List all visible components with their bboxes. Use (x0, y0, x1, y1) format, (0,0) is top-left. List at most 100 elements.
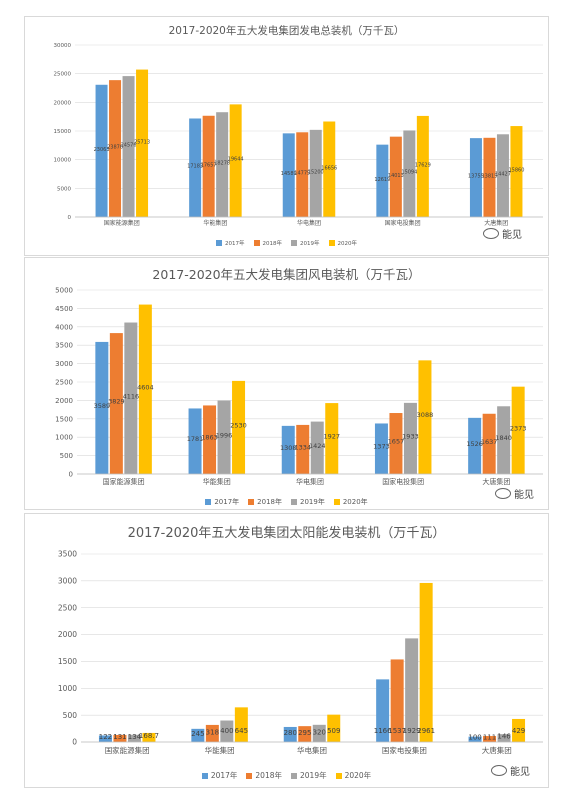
legend-item: 2017年 (216, 239, 245, 247)
legend-label: 2019年 (300, 498, 325, 506)
bar (468, 736, 482, 742)
legend-swatch (253, 240, 260, 246)
legend-label: 2017年 (214, 498, 240, 506)
legend-swatch (333, 499, 340, 505)
y-tick-label: 3500 (58, 550, 77, 559)
data-label: 15094 (401, 170, 417, 176)
data-label: 1637 (481, 438, 498, 446)
legend-item: 2020年 (335, 770, 371, 781)
data-label: 1933 (402, 432, 419, 440)
bar (482, 413, 496, 474)
watermark: 能见 (491, 763, 530, 778)
bar (389, 413, 403, 474)
wechat-logo-icon (483, 228, 499, 239)
legend-item: 2018年 (246, 770, 282, 781)
y-tick-label: 4000 (55, 323, 73, 331)
bar (376, 144, 389, 217)
data-label: 17629 (415, 162, 431, 168)
category-label: 国家电投集团 (382, 477, 424, 486)
y-tick-label: 2000 (58, 630, 77, 639)
y-tick-label: 500 (63, 711, 78, 720)
bar (136, 69, 149, 217)
data-label: 23063 (94, 147, 110, 153)
legend-item: 2017年 (205, 497, 239, 507)
data-label: 25713 (134, 139, 150, 145)
legend-item: 2019年 (291, 497, 325, 507)
bar (405, 638, 419, 742)
bar (327, 714, 341, 742)
data-label: 15200 (308, 169, 324, 175)
legend-swatch (291, 240, 297, 246)
bar (496, 134, 509, 217)
category-label: 国家电投集团 (382, 745, 427, 755)
bar (497, 406, 511, 474)
data-label: 18278 (214, 161, 230, 167)
y-tick-label: 0 (68, 215, 72, 221)
bar (403, 402, 417, 474)
bar (234, 707, 248, 742)
legend-item: 2020年 (328, 239, 357, 247)
watermark-text: 能见 (502, 230, 522, 241)
bar (205, 724, 219, 742)
watermark-text: 能见 (510, 767, 530, 778)
bar (188, 408, 202, 474)
y-tick-label: 0 (69, 470, 73, 478)
category-label: 华电集团 (297, 745, 327, 755)
y-tick-label: 2000 (55, 397, 73, 405)
bar (419, 582, 433, 742)
y-tick-label: 3500 (55, 342, 73, 350)
category-label: 华电集团 (296, 477, 324, 486)
bar (312, 724, 326, 742)
data-label: 24576 (121, 143, 137, 149)
legend-label: 2018年 (262, 241, 283, 247)
category-label: 国家能源集团 (105, 745, 150, 755)
category-label: 国家能源集团 (104, 219, 140, 227)
watermark: 能见 (495, 486, 534, 501)
data-label: 3829 (108, 398, 125, 406)
data-label: 1863 (201, 434, 218, 442)
data-label: 1424 (309, 442, 326, 450)
category-label: 国家电投集团 (385, 219, 421, 227)
y-tick-label: 5000 (55, 286, 73, 294)
bar (217, 400, 231, 474)
data-label: 3589 (94, 402, 111, 410)
data-label: 122 (99, 733, 112, 741)
bar (296, 424, 310, 474)
bar (390, 659, 404, 742)
data-label: 1373 (373, 443, 390, 451)
data-label: 1537 (388, 727, 406, 735)
y-tick-label: 15000 (54, 129, 72, 135)
bar (142, 732, 156, 742)
category-label: 国家能源集团 (103, 477, 145, 486)
data-label: 168.7 (139, 732, 159, 740)
y-tick-label: 1000 (58, 684, 77, 693)
y-tick-label: 30000 (54, 43, 72, 49)
bar (216, 112, 229, 217)
legend-item: 2019年 (291, 239, 320, 247)
legend: 2017年 2018年 2019年 2020年 (25, 239, 548, 247)
bar (309, 129, 322, 217)
data-label: 295 (298, 729, 311, 737)
bar-chart-wind: 0 500 1000 1500 2000 2500 3000 3500 4000 4500 5000… (55, 286, 543, 486)
bar (191, 728, 205, 742)
legend-item: 2017年 (201, 770, 238, 781)
legend-label: 2017年 (210, 771, 238, 780)
category-label: 大唐集团 (484, 219, 508, 227)
data-label: 16656 (321, 165, 337, 171)
legend-label: 2018年 (255, 771, 282, 780)
bar (497, 734, 511, 742)
category-label: 大唐集团 (482, 745, 512, 755)
bar (202, 115, 215, 217)
bar (95, 341, 109, 474)
data-label: 1929 (403, 727, 421, 735)
bar (109, 80, 122, 218)
bar (418, 360, 432, 474)
y-tick-label: 1500 (58, 657, 77, 666)
y-tick-label: 1000 (55, 434, 73, 442)
bar (483, 736, 497, 742)
data-label: 19644 (228, 157, 244, 163)
legend-item: 2020年 (333, 497, 368, 507)
data-label: 14775 (294, 171, 310, 177)
y-tick-label: 500 (60, 452, 73, 460)
legend-swatch (291, 772, 297, 779)
